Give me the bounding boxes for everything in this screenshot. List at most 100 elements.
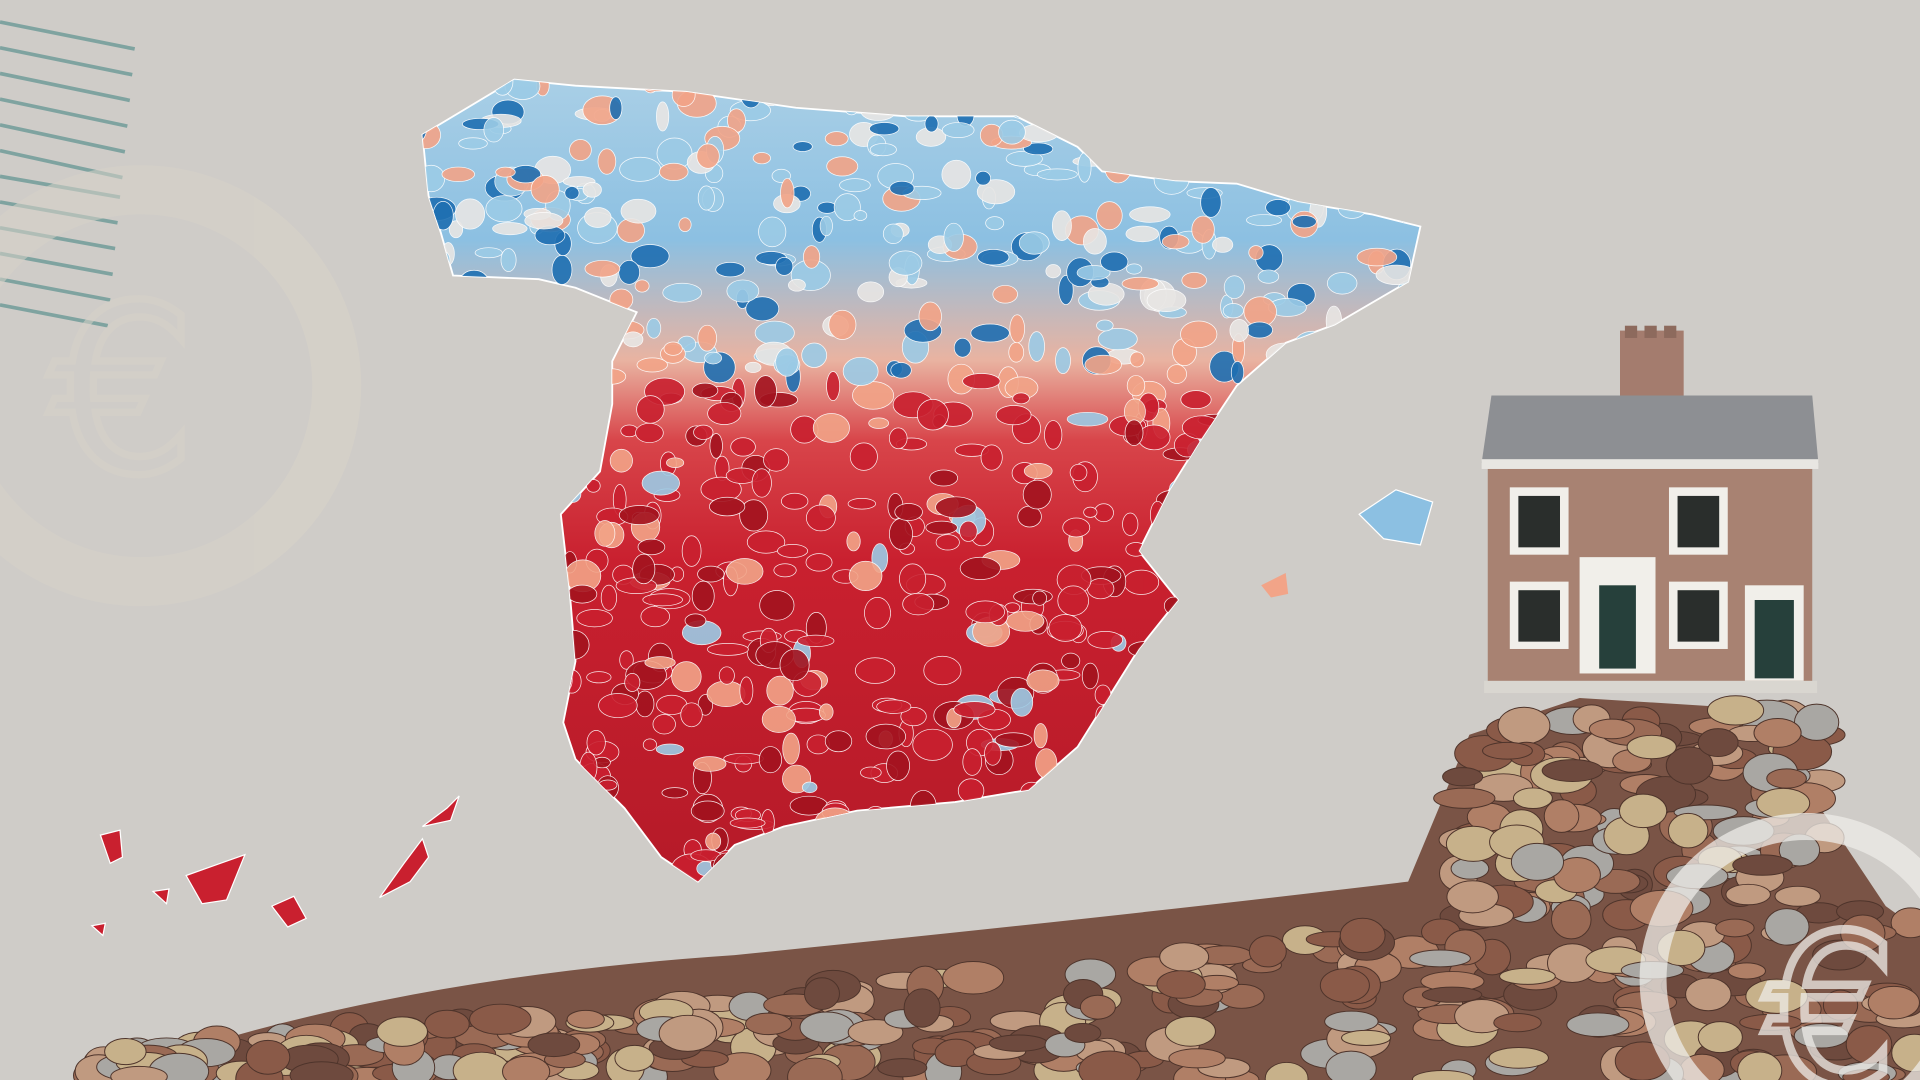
- municipality-cell: [1028, 331, 1045, 362]
- municipality-cell: [758, 746, 783, 774]
- municipality-cell: [567, 584, 598, 604]
- municipality-cell: [852, 381, 895, 410]
- municipality-cell: [1125, 225, 1160, 243]
- municipality-cell: [970, 323, 1010, 343]
- municipality-cell: [1200, 187, 1222, 218]
- municipality-cell: [696, 143, 720, 169]
- coin: [1264, 1061, 1309, 1080]
- municipality-cell: [826, 371, 841, 402]
- municipality-cell: [925, 520, 958, 535]
- municipality-cell: [659, 162, 689, 181]
- coin: [1421, 986, 1483, 1003]
- coin: [614, 1044, 655, 1072]
- coin: [1510, 842, 1565, 881]
- coin: [1725, 883, 1771, 906]
- municipality-cell: [1180, 390, 1212, 410]
- municipality-cell: [500, 248, 517, 272]
- municipality-cell: [1010, 687, 1034, 717]
- municipality-cell: [833, 193, 861, 222]
- roof: [1481, 395, 1819, 463]
- municipality-cell: [730, 437, 756, 457]
- municipality-cell: [962, 748, 983, 776]
- coin: [1626, 734, 1677, 760]
- municipality-cell: [706, 680, 746, 707]
- municipality-cell: [773, 563, 797, 578]
- municipality-cell: [935, 496, 977, 519]
- coin: [1341, 1029, 1392, 1046]
- municipality-cell: [1246, 214, 1282, 227]
- municipality-cell: [1084, 354, 1122, 375]
- coin: [1566, 1012, 1630, 1038]
- municipality-cell: [1036, 168, 1078, 181]
- municipality-cell: [458, 137, 488, 150]
- municipality-cell: [847, 498, 877, 510]
- municipality-cell: [586, 729, 606, 756]
- municipality-cell: [888, 250, 923, 276]
- municipality-cell: [1061, 652, 1081, 669]
- coin: [1064, 1022, 1102, 1044]
- coin: [1079, 994, 1116, 1020]
- municipality-cell: [780, 178, 795, 209]
- municipality-cell: [995, 405, 1032, 426]
- coin: [1588, 718, 1635, 740]
- municipality-cell: [854, 657, 896, 684]
- municipality-cell: [619, 156, 662, 182]
- municipality-cell: [1066, 411, 1109, 427]
- coin: [1867, 985, 1920, 1020]
- coin: [1618, 793, 1668, 829]
- municipality-cell: [953, 701, 996, 719]
- municipality-cell: [1246, 321, 1273, 339]
- municipality-cell: [1008, 342, 1025, 363]
- municipality-cell: [761, 705, 796, 733]
- municipality-cell: [636, 395, 665, 424]
- municipality-cell: [1161, 234, 1190, 250]
- municipality-cell: [693, 424, 714, 440]
- municipality-cell: [824, 730, 853, 753]
- municipality-cell: [1022, 479, 1052, 510]
- municipality-cell: [1006, 610, 1045, 632]
- municipality-cell: [1096, 201, 1123, 231]
- coin: [1697, 1021, 1743, 1054]
- coin: [1493, 1013, 1542, 1033]
- municipality-cell: [894, 503, 923, 521]
- coin: [903, 988, 941, 1028]
- municipality-cell: [1009, 314, 1025, 344]
- municipality-cell: [751, 468, 772, 498]
- municipality-cell: [697, 185, 715, 211]
- municipality-cell: [1122, 512, 1139, 536]
- municipality-cell: [900, 707, 927, 727]
- municipality-cell: [1121, 276, 1159, 291]
- coin: [1078, 1050, 1142, 1080]
- municipality-cell: [564, 186, 580, 200]
- municipality-cell: [888, 427, 908, 450]
- municipality-cell: [1096, 319, 1114, 332]
- municipality-cell: [1026, 669, 1060, 693]
- municipality-cell: [609, 448, 633, 473]
- municipality-cell: [661, 787, 689, 799]
- municipality-cell: [662, 282, 703, 303]
- municipality-cell: [640, 605, 670, 628]
- municipality-cell: [1032, 590, 1048, 606]
- municipality-cell: [652, 714, 676, 735]
- municipality-cell: [704, 351, 723, 365]
- municipality-cell: [620, 424, 639, 438]
- municipality-cell: [848, 560, 883, 591]
- coin: [877, 1058, 928, 1078]
- municipality-cell: [801, 781, 818, 794]
- coin: [1325, 1050, 1377, 1080]
- municipality-cell: [959, 520, 978, 542]
- municipality-cell: [707, 402, 742, 425]
- municipality-cell: [1146, 288, 1187, 312]
- municipality-cell: [609, 96, 623, 120]
- coin: [1339, 917, 1386, 954]
- municipality-cell: [882, 223, 904, 244]
- municipality-cell: [636, 357, 668, 373]
- municipality-cell: [671, 661, 702, 692]
- municipality-cell: [1023, 142, 1054, 156]
- municipality-cell: [1181, 271, 1208, 289]
- coin: [1766, 768, 1807, 789]
- municipality-cell: [709, 496, 746, 517]
- municipality-cell: [1326, 272, 1358, 295]
- coin: [1550, 899, 1592, 940]
- coin: [1845, 1025, 1893, 1064]
